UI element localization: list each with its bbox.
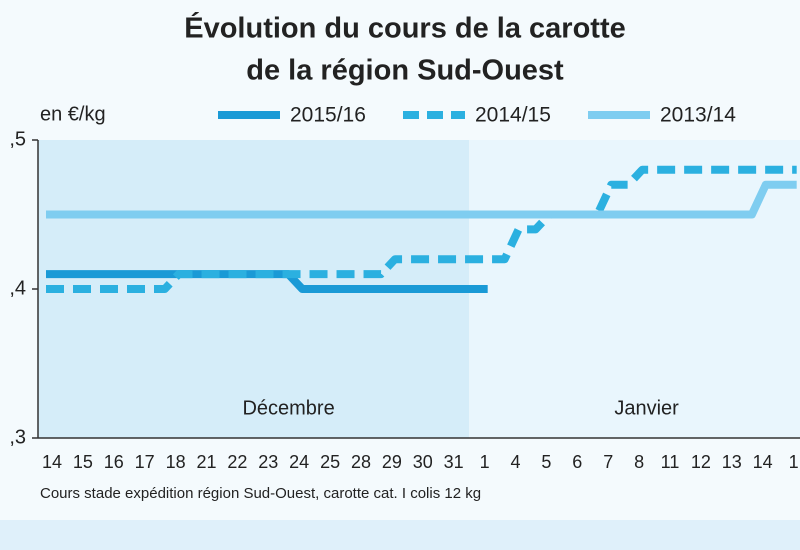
plot-region <box>469 140 800 438</box>
series-line <box>46 180 797 219</box>
y-tick-label: ,3 <box>9 426 26 448</box>
x-tick-label: 29 <box>382 452 402 472</box>
x-tick-label: 12 <box>691 452 711 472</box>
x-tick-label: 1 <box>789 452 799 472</box>
chart-title: Évolution du cours de la carotte <box>184 11 626 45</box>
month-label: Janvier <box>614 397 679 419</box>
y-axis-label: en €/kg <box>40 103 106 125</box>
x-tick-label: 13 <box>722 452 742 472</box>
month-label: Décembre <box>242 397 334 419</box>
x-tick-label: 23 <box>258 452 278 472</box>
chart-subtitle: de la région Sud-Ouest <box>246 55 564 87</box>
x-tick-label: 1 <box>480 452 490 472</box>
legend-label: 2015/16 <box>290 104 366 127</box>
x-tick-label: 7 <box>603 452 613 472</box>
y-tick-label: ,4 <box>9 277 26 299</box>
x-tick-label: 16 <box>104 452 124 472</box>
x-tick-label: 24 <box>289 452 309 472</box>
x-tick-label: 15 <box>73 452 93 472</box>
x-tick-label: 4 <box>510 452 520 472</box>
x-tick-label: 14 <box>42 452 62 472</box>
footer-band <box>0 520 800 550</box>
x-tick-label: 18 <box>166 452 186 472</box>
x-tick-label: 8 <box>634 452 644 472</box>
series-line <box>46 165 797 293</box>
x-tick-label: 25 <box>320 452 340 472</box>
x-tick-label: 6 <box>572 452 582 472</box>
y-tick-label: ,5 <box>9 128 26 150</box>
x-tick-label: 14 <box>753 452 773 472</box>
x-tick-label: 17 <box>135 452 155 472</box>
x-tick-label: 11 <box>661 452 680 472</box>
x-tick-label: 22 <box>227 452 247 472</box>
note: Cours stade expédition région Sud-Ouest,… <box>40 485 481 502</box>
x-tick-label: 30 <box>413 452 433 472</box>
x-tick-label: 31 <box>444 452 464 472</box>
x-tick-label: 5 <box>541 452 551 472</box>
legend-label: 2013/14 <box>660 104 736 127</box>
legend-label: 2014/15 <box>475 104 551 127</box>
x-tick-label: 21 <box>196 452 216 472</box>
x-tick-label: 28 <box>351 452 371 472</box>
